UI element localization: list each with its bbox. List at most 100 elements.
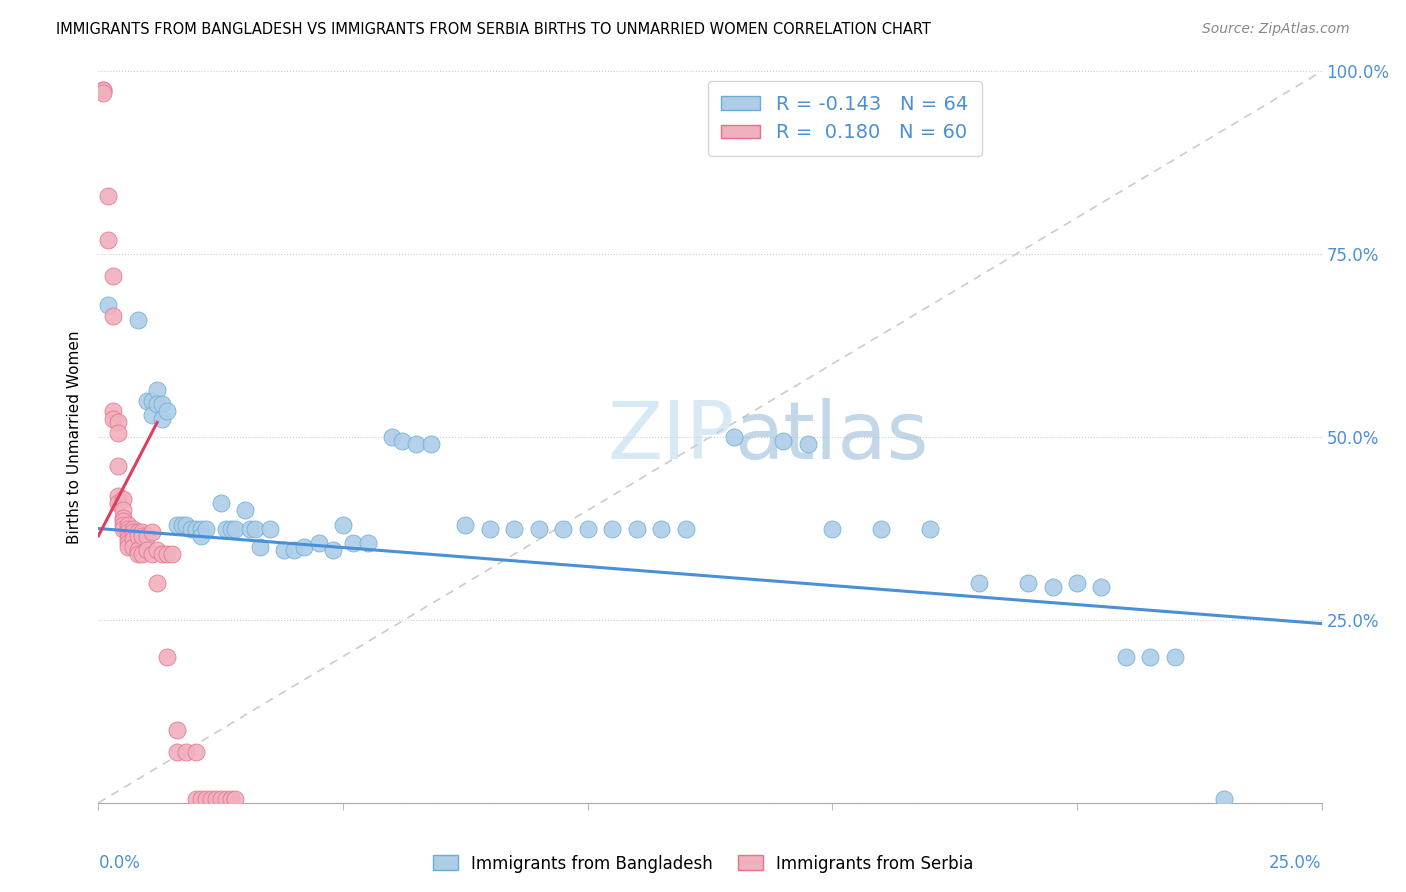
Point [101, 404, 124, 418]
Point [101, 412, 124, 426]
Point [1090, 580, 1112, 594]
Point [160, 547, 183, 561]
Point [420, 437, 443, 451]
Point [111, 492, 134, 507]
Point [600, 521, 623, 535]
Point [121, 540, 143, 554]
Point [308, 536, 330, 550]
Point [219, 792, 242, 806]
Point [553, 521, 575, 535]
Point [131, 547, 153, 561]
Point [150, 412, 173, 426]
Point [107, 459, 129, 474]
Point [205, 792, 228, 806]
Point [117, 517, 139, 532]
Point [967, 576, 990, 591]
Text: ZIP: ZIP [607, 398, 734, 476]
Point [156, 649, 179, 664]
Text: atlas: atlas [734, 398, 929, 476]
Point [141, 547, 163, 561]
Point [127, 529, 149, 543]
Point [146, 383, 169, 397]
Point [101, 310, 124, 324]
Point [91, 87, 114, 101]
Point [190, 521, 212, 535]
Point [111, 514, 134, 528]
Legend: R = -0.143   N = 64, R =  0.180   N = 60: R = -0.143 N = 64, R = 0.180 N = 60 [707, 81, 981, 156]
Point [117, 533, 139, 547]
Point [209, 496, 232, 510]
Point [675, 521, 697, 535]
Point [920, 521, 942, 535]
Point [186, 521, 208, 535]
Point [214, 792, 236, 806]
Point [381, 430, 404, 444]
Point [141, 393, 163, 408]
Text: IMMIGRANTS FROM BANGLADESH VS IMMIGRANTS FROM SERBIA BIRTHS TO UNMARRIED WOMEN C: IMMIGRANTS FROM BANGLADESH VS IMMIGRANTS… [56, 22, 931, 37]
Point [342, 536, 364, 550]
Point [107, 426, 129, 441]
Point [332, 517, 354, 532]
Point [527, 521, 550, 535]
Text: 25.0%: 25.0% [1270, 854, 1322, 872]
Point [131, 525, 153, 540]
Point [97, 233, 120, 247]
Point [101, 269, 124, 284]
Point [214, 521, 236, 535]
Point [131, 529, 153, 543]
Point [186, 745, 208, 759]
Point [121, 521, 143, 535]
Point [249, 540, 271, 554]
Point [166, 723, 188, 737]
Point [219, 521, 242, 535]
Point [454, 517, 477, 532]
Point [239, 521, 262, 535]
Point [176, 745, 198, 759]
Point [146, 543, 169, 558]
Point [233, 503, 256, 517]
Point [273, 543, 295, 558]
Point [117, 540, 139, 554]
Point [186, 792, 208, 806]
Point [91, 83, 114, 97]
Point [117, 536, 139, 550]
Text: 0.0%: 0.0% [98, 854, 141, 872]
Point [127, 313, 149, 327]
Point [156, 547, 179, 561]
Point [1139, 649, 1161, 664]
Text: Source: ZipAtlas.com: Source: ZipAtlas.com [1202, 22, 1350, 37]
Point [283, 543, 305, 558]
Point [195, 521, 218, 535]
Point [97, 188, 120, 202]
Point [870, 521, 893, 535]
Point [117, 521, 139, 535]
Point [797, 437, 820, 451]
Point [127, 525, 149, 540]
Point [576, 521, 599, 535]
Point [190, 529, 212, 543]
Point [1212, 792, 1234, 806]
Point [170, 517, 193, 532]
Point [224, 521, 246, 535]
Point [97, 298, 120, 312]
Point [772, 434, 794, 448]
Point [91, 83, 114, 97]
Point [121, 533, 143, 547]
Point [180, 521, 202, 535]
Point [150, 547, 173, 561]
Point [190, 792, 212, 806]
Point [146, 576, 169, 591]
Legend: Immigrants from Bangladesh, Immigrants from Serbia: Immigrants from Bangladesh, Immigrants f… [426, 848, 980, 880]
Point [150, 397, 173, 411]
Point [478, 521, 501, 535]
Point [405, 437, 427, 451]
Point [127, 543, 149, 558]
Point [166, 517, 188, 532]
Point [107, 489, 129, 503]
Point [650, 521, 672, 535]
Point [136, 529, 159, 543]
Point [111, 503, 134, 517]
Point [107, 416, 129, 430]
Point [259, 521, 281, 535]
Point [723, 430, 745, 444]
